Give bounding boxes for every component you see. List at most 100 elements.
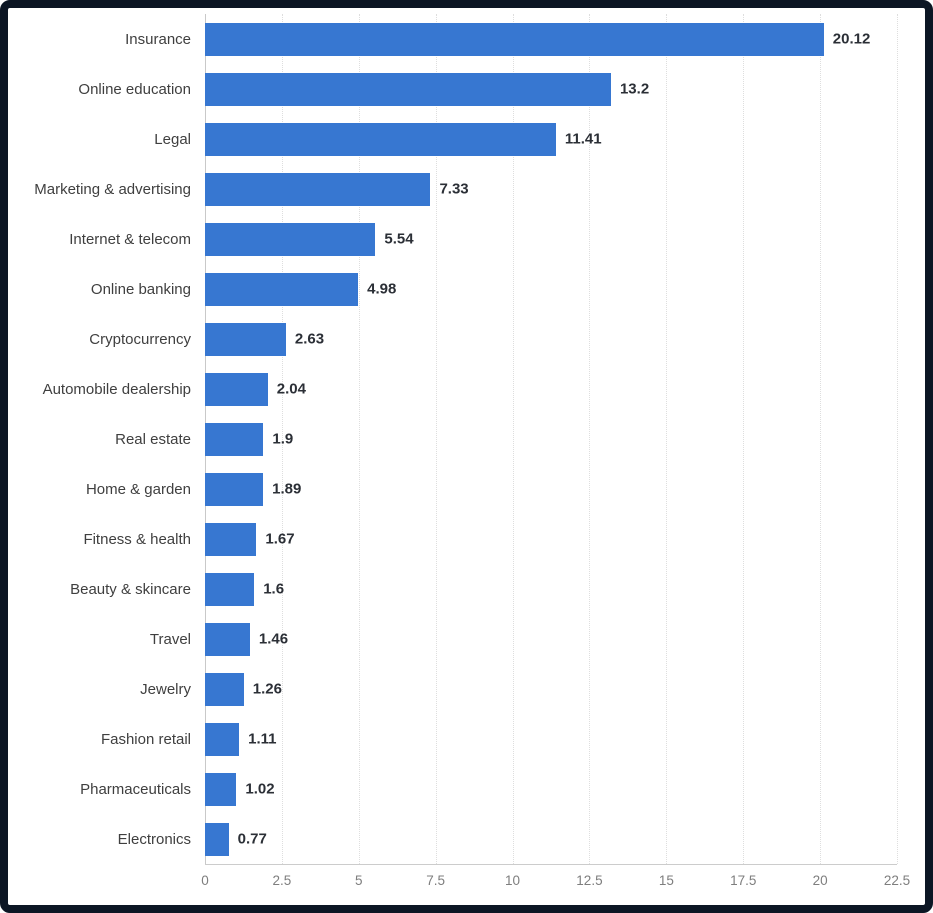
category-label: Fitness & health [83, 530, 191, 548]
bar-track: 7.33 [205, 172, 897, 206]
bar[interactable] [205, 372, 268, 406]
gridline [512, 14, 514, 864]
value-label: 20.12 [832, 30, 871, 48]
bar-row: Online education 13.2 [8, 64, 925, 114]
gridline [589, 14, 591, 864]
value-label: 4.98 [367, 280, 397, 298]
x-axis: 0 2.5 5 7.5 10 12.5 15 17.5 20 22.5 [201, 864, 910, 898]
gridline [666, 14, 668, 864]
category-label: Beauty & skincare [70, 580, 191, 598]
category-label: Online education [78, 80, 191, 98]
bar[interactable] [205, 22, 824, 56]
bar-track: 13.2 [205, 72, 897, 106]
plot-area: Insurance 20.12 Online education 13.2 Legal 1… [8, 14, 925, 864]
bar-track: 1.02 [205, 772, 897, 806]
bar[interactable] [205, 622, 250, 656]
value-label: 1.9 [272, 430, 294, 448]
bar-chart: Insurance 20.12 Online education 13.2 Legal 1… [8, 8, 925, 905]
value-label: 1.02 [245, 780, 275, 798]
bar-track: 4.98 [205, 272, 897, 306]
bar-row: Jewelry 1.26 [8, 664, 925, 714]
value-label: 1.89 [272, 480, 302, 498]
bar-track: 1.46 [205, 622, 897, 656]
bar-track: 20.12 [205, 22, 897, 56]
bar-track: 1.6 [205, 572, 897, 606]
category-label: Travel [149, 630, 191, 648]
x-axis-tick-label: 22.5 [883, 873, 911, 888]
value-label: 2.04 [276, 380, 306, 398]
bar-track: 1.11 [205, 722, 897, 756]
bar-row: Cryptocurrency 2.63 [8, 314, 925, 364]
category-label: Marketing & advertising [34, 180, 191, 198]
bar-row: Internet & telecom 5.54 [8, 214, 925, 264]
x-axis-tick-label: 15 [658, 873, 674, 888]
x-axis-tick-label: 0 [201, 873, 209, 888]
bar-row: Marketing & advertising 7.33 [8, 164, 925, 214]
value-label: 7.33 [439, 180, 469, 198]
value-label: 1.26 [252, 680, 282, 698]
x-axis-tick-label: 5 [355, 873, 363, 888]
value-label: 2.63 [294, 330, 325, 348]
bar-row: Fashion retail 1.11 [8, 714, 925, 764]
bar[interactable] [205, 422, 264, 456]
bar[interactable] [205, 322, 286, 356]
bar-row: Fitness & health 1.67 [8, 514, 925, 564]
bar[interactable] [205, 522, 257, 556]
category-label: Online banking [90, 280, 191, 298]
value-label: 1.67 [265, 530, 295, 548]
category-label: Insurance [125, 30, 191, 48]
bar-track: 0.77 [205, 822, 897, 856]
bar[interactable] [205, 122, 556, 156]
value-label: 13.2 [619, 80, 650, 98]
bar-track: 1.67 [205, 522, 897, 556]
bar-track: 2.63 [205, 322, 897, 356]
bar[interactable] [205, 672, 244, 706]
value-label: 1.46 [258, 630, 289, 648]
x-axis-tick-label: 12.5 [576, 873, 603, 888]
bar-row: Online banking 4.98 [8, 264, 925, 314]
bar-row: Electronics 0.77 [8, 814, 925, 864]
bar[interactable] [205, 272, 359, 306]
bar-row: Legal 11.41 [8, 114, 925, 164]
gridline [358, 14, 360, 864]
bar-row: Real estate 1.9 [8, 414, 925, 464]
bar-row: Automobile dealership 2.04 [8, 364, 925, 414]
value-label: 1.11 [248, 730, 277, 748]
bar[interactable] [205, 472, 264, 506]
category-label: Automobile dealership [42, 380, 191, 398]
value-label: 5.54 [384, 230, 414, 248]
bar-track: 2.04 [205, 372, 897, 406]
category-label: Fashion retail [100, 730, 191, 748]
category-label: Electronics [117, 830, 191, 848]
bar-row: Home & garden 1.89 [8, 464, 925, 514]
bar-track: 1.26 [205, 672, 897, 706]
bar-row: Beauty & skincare 1.6 [8, 564, 925, 614]
x-axis-tick-label: 7.5 [426, 873, 446, 888]
bar[interactable] [205, 172, 431, 206]
gridline [820, 14, 822, 864]
category-label: Pharmaceuticals [80, 780, 191, 798]
x-axis-tick-label: 10 [505, 873, 521, 888]
category-label: Jewelry [140, 680, 191, 698]
category-label: Legal [154, 130, 191, 148]
bar-track: 11.41 [205, 122, 897, 156]
bar-row: Insurance 20.12 [8, 14, 925, 64]
gridline [281, 14, 283, 864]
bar[interactable] [205, 772, 237, 806]
category-label: Cryptocurrency [89, 330, 191, 348]
gridline [435, 14, 437, 864]
bar-row: Pharmaceuticals 1.02 [8, 764, 925, 814]
value-label: 1.6 [263, 580, 285, 598]
x-axis-tick-label: 17.5 [730, 873, 757, 888]
value-label: 0.77 [237, 830, 267, 848]
category-label: Internet & telecom [69, 230, 191, 248]
bar[interactable] [205, 72, 611, 106]
bar[interactable] [205, 722, 240, 756]
bar[interactable] [205, 822, 229, 856]
bar[interactable] [205, 572, 255, 606]
value-label: 11.41 [564, 130, 602, 148]
gridline [743, 14, 745, 864]
bar-track: 5.54 [205, 222, 897, 256]
bar[interactable] [205, 222, 376, 256]
